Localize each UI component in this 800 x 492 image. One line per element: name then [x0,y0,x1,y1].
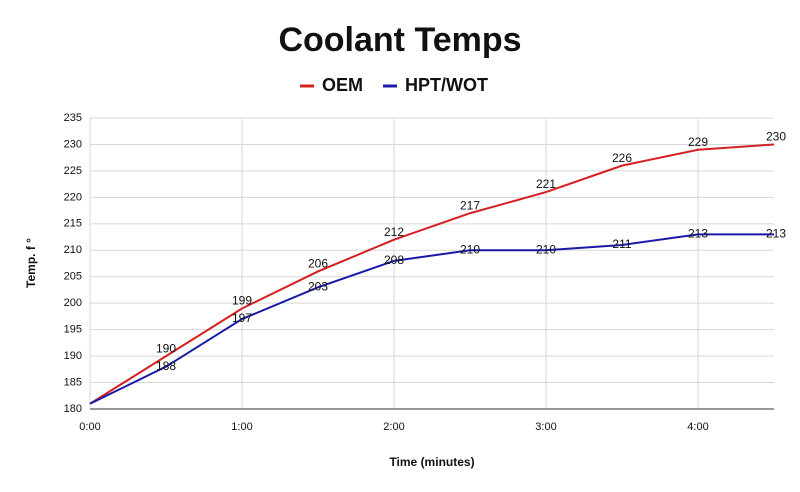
data-label: 226 [612,151,632,165]
legend-label: HPT/WOT [405,75,488,95]
y-tick-label: 215 [64,218,82,230]
series-line [89,233,774,405]
data-label: 217 [460,198,480,212]
y-tick-label: 235 [64,112,82,124]
y-tick-label: 180 [64,403,82,415]
y-axis-label: Temp. f ° [24,238,38,288]
data-label: 203 [308,279,328,293]
x-tick-label: 2:00 [383,421,404,433]
legend-label: OEM [322,75,363,95]
y-tick-label: 205 [64,271,82,283]
y-tick-label: 195 [64,324,82,336]
x-tick-label: 3:00 [535,421,556,433]
data-label: 221 [536,177,556,191]
y-tick-label: 210 [64,244,82,256]
data-label: 229 [688,135,708,149]
data-label: 190 [156,341,176,355]
data-label: 210 [460,242,480,256]
y-tick-label: 185 [64,376,82,388]
x-tick-label: 1:00 [231,421,252,433]
y-tick-label: 200 [64,297,82,309]
y-tick-label: 220 [64,191,82,203]
x-axis-label: Time (minutes) [389,455,474,469]
data-label: 213 [688,227,708,241]
y-tick-label: 190 [64,350,82,362]
x-tick-label: 0:00 [79,421,100,433]
series-line [89,143,775,405]
data-label: 213 [766,227,786,241]
x-tick-label: 4:00 [687,421,708,433]
data-label: 208 [384,253,404,267]
data-label: 188 [156,359,176,373]
data-label: 199 [232,294,252,308]
data-label: 210 [536,242,556,256]
y-tick-label: 230 [64,138,82,150]
y-tick-label: 225 [64,165,82,177]
data-label: 197 [232,311,252,325]
data-label: 206 [308,257,328,271]
data-label: 212 [384,225,404,239]
data-label: 211 [612,237,631,251]
chart-title: Coolant Temps [278,21,521,59]
data-label: 230 [766,130,786,144]
